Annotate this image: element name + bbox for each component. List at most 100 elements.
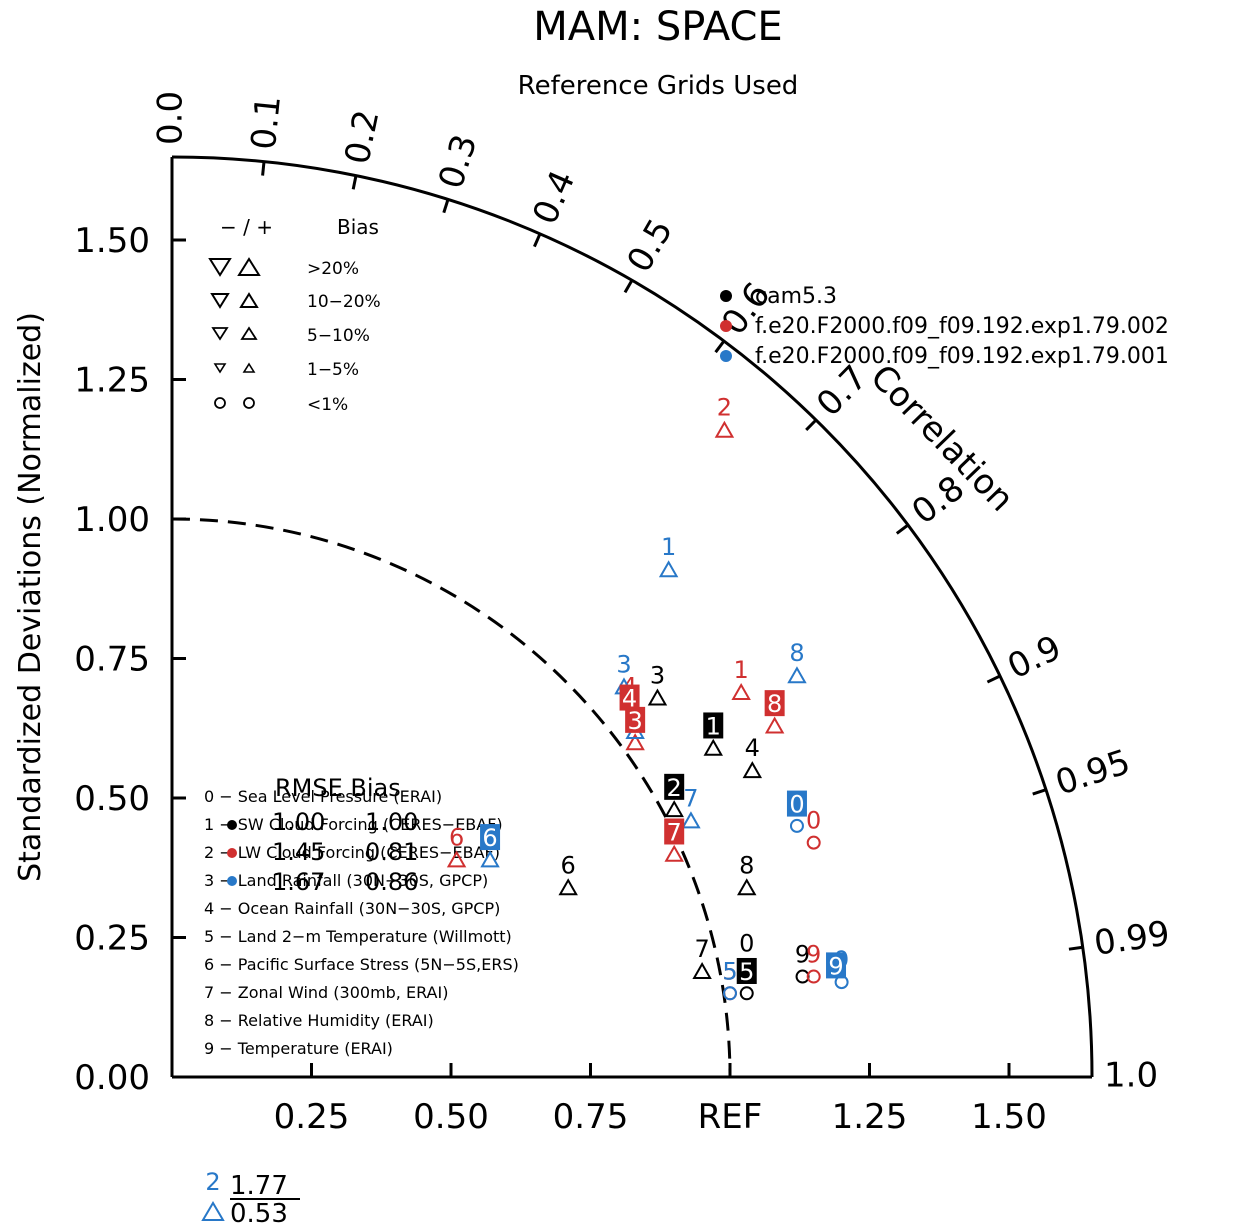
variable-item: 9 − Temperature (ERAI)	[204, 1039, 393, 1058]
correlation-tick-mark	[623, 279, 634, 294]
model-dot-red	[227, 848, 237, 858]
x-tick-label: 1.25	[832, 1097, 908, 1137]
data-point-label: 8	[789, 639, 804, 667]
data-point-marker	[764, 716, 785, 734]
correlation-tick-label: 0.9	[1001, 628, 1067, 688]
model-legend: cam5.3 f.e20.F2000.f09_f09.192.exp1.79.0…	[720, 284, 1169, 369]
boxed-label-background	[480, 824, 501, 851]
correlation-tick-mark	[986, 674, 1001, 684]
y-tick-label: 1.00	[74, 500, 150, 540]
bias-value: 0.81	[365, 838, 418, 866]
rmse-value: 1.67	[272, 868, 325, 896]
model-dot-black	[720, 290, 732, 302]
correlation-tick-label: 0.0	[151, 91, 191, 145]
chart-title: MAM: SPACE	[533, 4, 782, 50]
variable-item: 6 − Pacific Surface Stress (5N−5S,ERS)	[204, 955, 519, 974]
data-point-marker	[703, 738, 723, 756]
data-point-marker	[787, 666, 807, 684]
x-tick-label: REF	[698, 1097, 763, 1137]
correlation-tick-mark	[442, 198, 450, 214]
data-point-marker	[806, 969, 821, 984]
boxed-label-text: 6	[482, 824, 497, 852]
boxed-label-background	[826, 952, 847, 979]
model-name: f.e20.F2000.f09_f09.192.exp1.79.002	[755, 314, 1169, 339]
correlation-tick-mark	[1032, 788, 1047, 796]
boxed-label-text: 3	[627, 707, 642, 735]
boxed-label-background	[664, 818, 685, 845]
data-point-marker	[723, 986, 737, 1001]
data-point-marker	[647, 688, 668, 706]
triangle-up-icon	[239, 292, 259, 308]
model-name: f.e20.F2000.f09_f09.192.exp1.79.001	[755, 344, 1169, 369]
model-dot-blue	[227, 876, 237, 886]
data-point-marker	[480, 850, 500, 868]
boxed-label-text: 8	[767, 690, 782, 718]
data-point-label: 8	[739, 851, 754, 879]
triangle-down-icon	[208, 258, 232, 277]
boxed-label-background	[703, 712, 724, 739]
correlation-tick-label: 0.2	[337, 107, 387, 168]
variable-legend: 0 − Sea Level Pressure (ERAI) 1 − SW Clo…	[204, 787, 519, 1058]
data-point-marker	[731, 682, 751, 700]
data-point-marker	[664, 800, 684, 818]
y-tick-label: 0.75	[74, 640, 150, 680]
data-point-marker	[714, 420, 735, 438]
data-point-label: 5	[722, 957, 737, 985]
variable-item: 8 − Relative Humidity (ERAI)	[204, 1011, 434, 1030]
boxed-label-background	[764, 690, 785, 717]
boxed-label-background	[736, 957, 757, 984]
data-point-marker	[681, 811, 701, 829]
data-point-marker	[742, 761, 763, 779]
variable-item: 5 − Land 2−m Temperature (Willmott)	[204, 927, 512, 946]
circle-icon	[243, 397, 255, 409]
outlier-triangle-icon	[201, 1201, 225, 1221]
triangle-up-icon	[240, 326, 258, 340]
model-dot-black	[227, 820, 237, 830]
bias-legend-row: <1%	[307, 395, 348, 415]
data-point-marker	[446, 850, 467, 868]
model-name: cam5.3	[755, 284, 837, 309]
boxed-label-background	[786, 790, 807, 817]
correlation-tick-label: 0.95	[1051, 742, 1135, 804]
data-point-label: 5	[722, 957, 737, 985]
boxed-label-text: 0	[789, 791, 804, 819]
rmse-value: 1.00	[272, 808, 325, 836]
variable-item: 3 − Land Rainfall (30N−30S, GPCP)	[204, 871, 488, 890]
data-point-marker	[658, 560, 679, 578]
correlation-tick-label: 1.0	[1104, 1056, 1158, 1096]
x-axis-ticks: 0.25 0.50 0.75 REF 1.25 1.50	[274, 1063, 1047, 1137]
data-point-marker	[692, 961, 712, 979]
correlation-tick-mark	[895, 523, 909, 535]
x-tick-label: 0.50	[413, 1097, 489, 1137]
y-tick-label: 1.50	[74, 221, 150, 261]
boxed-label-text: 1	[706, 712, 721, 740]
rmse-bias-header: RMSE Bias	[275, 774, 401, 802]
boxed-label-text: 5	[739, 958, 754, 986]
y-tick-label: 1.25	[74, 361, 150, 401]
y-tick-label: 0.25	[74, 919, 150, 959]
data-markers: 01234567890123456789013456789	[446, 394, 849, 1001]
boxed-label-background	[664, 773, 685, 800]
variable-item: 2 − LW Cloud Forcing (CERES−EBAF)	[204, 843, 500, 862]
outlier-rmse: 1.77	[230, 1171, 288, 1201]
std-axis-ticks: 0.00 0.25 0.50 0.75 1.00 1.25 1.50	[74, 221, 186, 1098]
data-point-label: 2	[717, 394, 732, 422]
data-point-label: 3	[650, 662, 665, 690]
data-point-label: 7	[683, 784, 698, 812]
data-point-label: 6	[561, 851, 576, 879]
y-axis-label: Standardized Deviations (Normalized)	[13, 312, 48, 882]
x-tick-label: 1.50	[971, 1097, 1047, 1137]
data-point-label: 1	[661, 533, 676, 561]
correlation-tick-label: 0.99	[1092, 914, 1173, 964]
outer-arc	[171, 155, 1094, 1078]
correlation-tick-label: 0.5	[619, 212, 681, 279]
data-point-marker	[625, 733, 645, 751]
triangle-down-icon	[210, 293, 230, 309]
rmse-value: 1.45	[272, 838, 325, 866]
data-point-marker	[806, 835, 821, 850]
bias-legend-row: >20%	[307, 259, 359, 279]
data-point-marker	[789, 818, 804, 833]
